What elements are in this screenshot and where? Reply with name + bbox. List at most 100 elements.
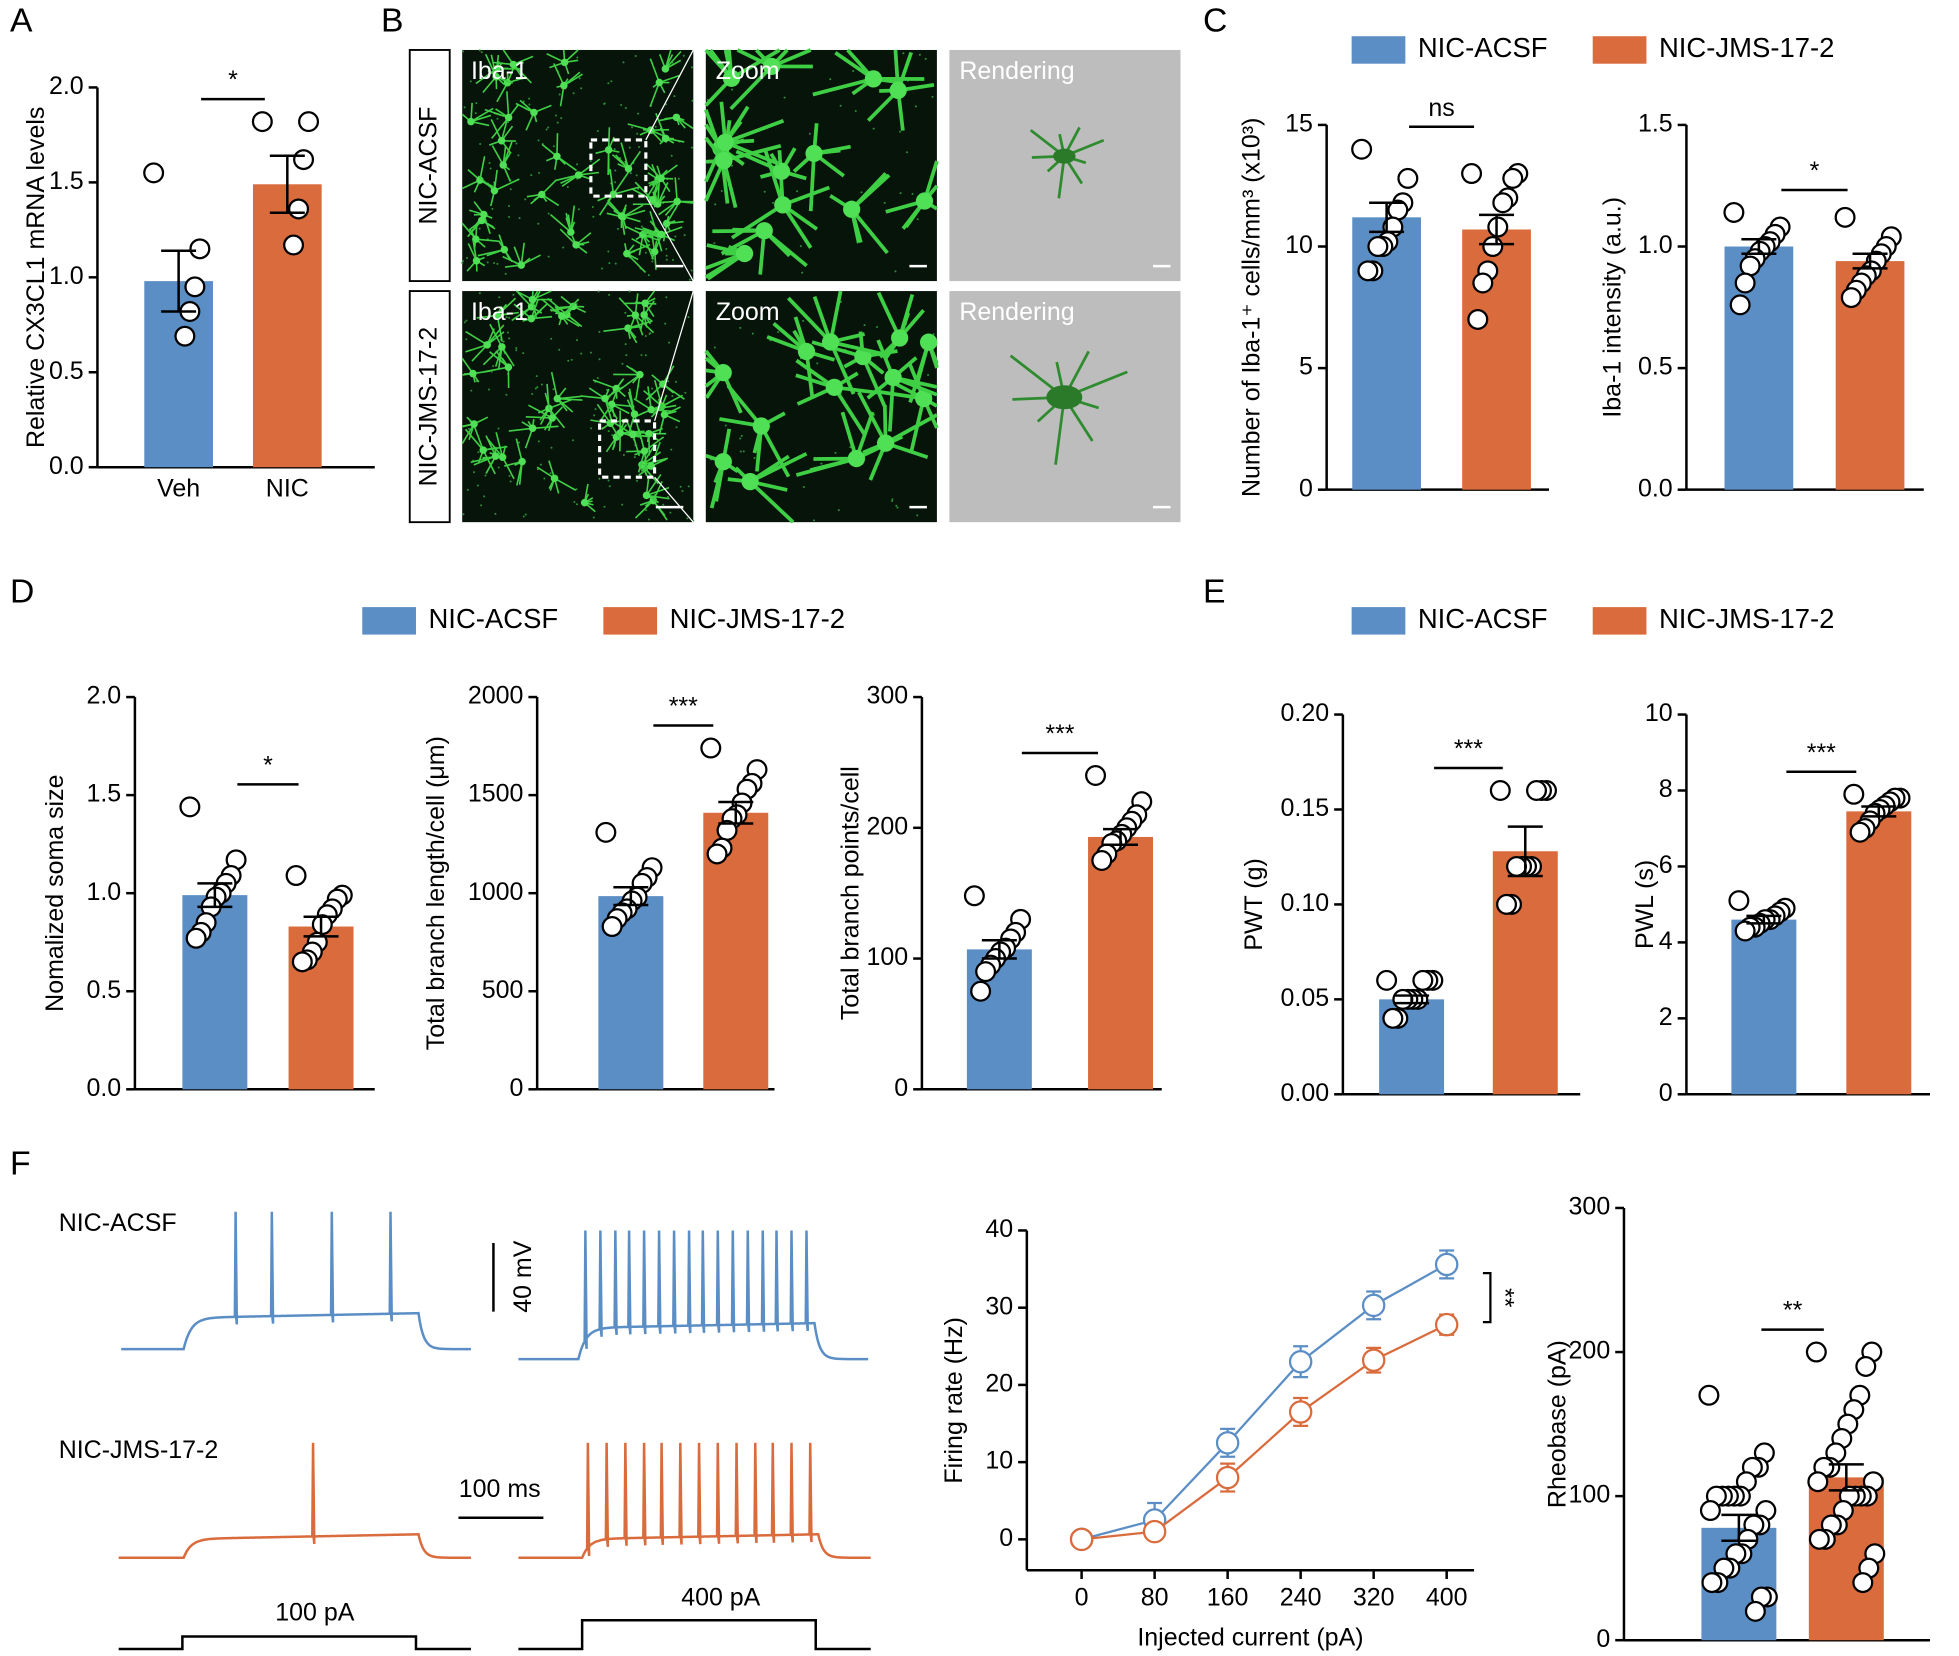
current-label: 400 pA — [681, 1584, 760, 1612]
speckle — [914, 105, 917, 108]
soma — [640, 447, 649, 455]
speckle — [690, 146, 693, 149]
error-bar — [1861, 805, 1897, 818]
speckle — [607, 479, 610, 482]
process — [482, 346, 503, 366]
speckle — [594, 408, 597, 411]
speckle — [932, 333, 935, 336]
soma — [467, 117, 475, 126]
speckle — [580, 87, 583, 90]
figure-body: A B C D E F NIC-ACSF Iba-1 Zoom Rendering NIC-JMS-… — [10, 1, 1931, 1653]
y-tick-label: 100 — [1569, 1481, 1611, 1509]
data-point — [601, 916, 623, 938]
process — [554, 477, 577, 491]
x-tick-label: 320 — [1353, 1584, 1395, 1612]
speckle — [466, 488, 469, 491]
process — [482, 449, 496, 475]
soma — [640, 311, 648, 319]
render-soma — [1053, 148, 1076, 164]
process — [607, 127, 611, 150]
data-point — [1091, 849, 1113, 871]
speckle — [637, 112, 640, 115]
y-tick-label: 1.5 — [86, 780, 121, 808]
soma — [490, 187, 499, 195]
process — [485, 435, 497, 457]
speckle — [540, 383, 543, 386]
soma — [527, 314, 536, 323]
speckle — [863, 324, 866, 327]
speckle — [560, 117, 563, 120]
y-tick-label: 4 — [1659, 927, 1673, 955]
soma — [714, 364, 732, 382]
data-point — [1288, 1349, 1313, 1374]
speckle — [677, 177, 680, 180]
process — [603, 327, 629, 333]
data-point — [291, 951, 313, 973]
panel-label: F — [10, 1144, 31, 1182]
speckle — [570, 358, 573, 361]
y-tick-label: 2.0 — [49, 72, 84, 100]
speckle — [479, 142, 482, 145]
speckle — [647, 518, 650, 521]
process — [512, 63, 532, 84]
y-tick-label: 0.20 — [1281, 699, 1330, 727]
speckle — [670, 154, 673, 157]
soma — [497, 137, 506, 145]
data-point — [595, 821, 617, 843]
process — [556, 133, 559, 157]
speckle — [504, 272, 507, 275]
data-point — [288, 198, 310, 220]
process — [620, 142, 630, 169]
speckle — [816, 362, 819, 365]
soma — [491, 452, 500, 460]
speckle — [578, 77, 581, 80]
speckle — [742, 450, 745, 453]
soma — [714, 453, 732, 471]
process — [712, 228, 765, 234]
significance: *** — [669, 693, 698, 721]
process — [634, 181, 653, 201]
error-bar — [1369, 201, 1405, 234]
significance: *** — [1807, 739, 1836, 767]
data-point — [1376, 969, 1398, 991]
speckle — [522, 352, 525, 355]
speckle — [634, 54, 637, 57]
speckle — [473, 471, 476, 474]
column-label: Rendering — [959, 298, 1074, 326]
soma — [629, 430, 637, 439]
speckle — [507, 204, 510, 207]
soma — [672, 113, 681, 122]
process — [501, 456, 515, 480]
y-tick-label: 2000 — [468, 682, 524, 710]
bar — [1731, 919, 1797, 1095]
speckle — [829, 78, 832, 81]
x-tick-label: 400 — [1426, 1584, 1468, 1612]
speckle — [478, 292, 481, 295]
data-point — [1807, 1471, 1829, 1493]
speckle — [607, 82, 610, 85]
soma — [609, 190, 618, 198]
soma — [716, 133, 734, 152]
speckle — [480, 504, 483, 507]
speckle — [640, 354, 643, 357]
data-point — [1502, 167, 1524, 189]
series-line — [1081, 1263, 1448, 1541]
speckle — [671, 395, 674, 398]
speckle — [577, 208, 580, 211]
soma — [657, 230, 666, 239]
data-point — [1085, 765, 1107, 786]
speckle — [598, 477, 601, 480]
speckle — [601, 267, 604, 270]
soma — [660, 410, 669, 419]
soma — [642, 491, 651, 500]
speckle — [777, 331, 780, 334]
process — [561, 298, 580, 317]
y-tick-label: 500 — [482, 976, 524, 1004]
soma — [915, 192, 934, 210]
speckle — [498, 296, 501, 299]
process — [884, 413, 938, 445]
column-label: Rendering — [959, 57, 1074, 85]
speckle — [662, 503, 665, 506]
y-tick-label: 100 — [866, 943, 908, 971]
error-bar — [197, 882, 233, 909]
